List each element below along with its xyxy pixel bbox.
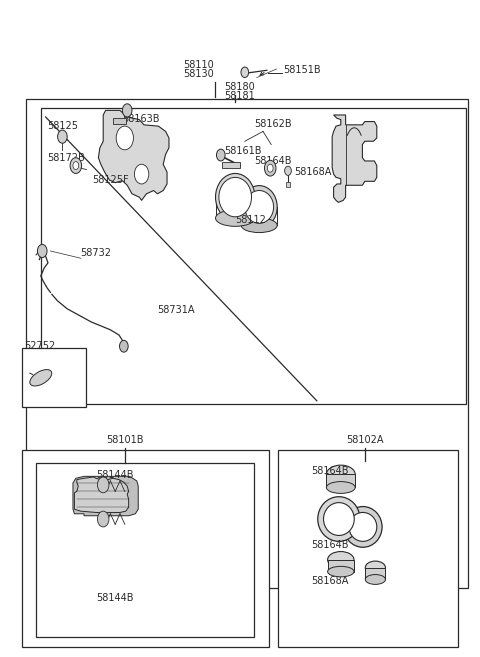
Bar [41, 108, 466, 404]
Text: 52752: 52752 [24, 342, 55, 351]
Ellipse shape [245, 191, 274, 223]
Circle shape [216, 149, 225, 161]
Polygon shape [74, 477, 129, 512]
Ellipse shape [216, 173, 255, 221]
Ellipse shape [327, 566, 354, 577]
Text: 58731A: 58731A [157, 306, 195, 315]
Circle shape [267, 164, 273, 172]
Ellipse shape [216, 210, 255, 226]
Text: 58125: 58125 [47, 122, 78, 131]
Bar [278, 450, 458, 647]
Bar [328, 560, 354, 572]
Text: 58164B: 58164B [311, 466, 348, 476]
Ellipse shape [326, 482, 355, 493]
Circle shape [97, 477, 109, 493]
Bar [326, 474, 355, 487]
Text: 58161B: 58161B [225, 147, 262, 156]
Polygon shape [98, 110, 169, 200]
Polygon shape [332, 115, 377, 202]
Text: 58102A: 58102A [346, 436, 384, 445]
Text: 58172B: 58172B [47, 153, 85, 163]
Ellipse shape [349, 512, 377, 541]
Text: 58164B: 58164B [311, 540, 348, 550]
Ellipse shape [365, 561, 385, 574]
Bar [222, 162, 240, 168]
Bar [22, 450, 269, 647]
Ellipse shape [318, 497, 360, 541]
Bar [36, 463, 254, 637]
Text: 58125F: 58125F [92, 175, 129, 185]
Text: 58163B: 58163B [122, 114, 160, 124]
Text: 58181: 58181 [225, 91, 255, 101]
Text: 58101B: 58101B [106, 436, 144, 445]
Bar [113, 118, 126, 124]
Circle shape [58, 130, 67, 143]
Bar [22, 348, 86, 407]
Text: 58732: 58732 [81, 248, 112, 258]
Ellipse shape [324, 503, 354, 535]
Circle shape [37, 244, 47, 258]
Circle shape [122, 104, 132, 117]
Ellipse shape [327, 552, 354, 568]
Circle shape [116, 126, 133, 150]
Bar [286, 182, 290, 187]
Circle shape [241, 67, 249, 78]
Ellipse shape [219, 177, 252, 217]
Ellipse shape [344, 507, 382, 547]
Ellipse shape [241, 185, 277, 229]
Circle shape [134, 164, 149, 184]
Text: 58144B: 58144B [96, 593, 133, 603]
Text: 58151B: 58151B [283, 65, 321, 75]
Circle shape [73, 162, 79, 170]
Circle shape [264, 160, 276, 176]
Circle shape [97, 511, 109, 527]
Text: 58110: 58110 [183, 60, 214, 70]
Ellipse shape [365, 574, 385, 585]
Ellipse shape [241, 218, 277, 233]
Text: 58112: 58112 [235, 215, 266, 225]
Circle shape [285, 166, 291, 175]
Text: 58168A: 58168A [311, 576, 348, 586]
Circle shape [120, 340, 128, 352]
Text: 58144B: 58144B [96, 470, 133, 480]
Polygon shape [73, 476, 138, 516]
Ellipse shape [30, 370, 52, 386]
Circle shape [70, 158, 82, 173]
Text: 58162B: 58162B [254, 120, 292, 129]
Text: 58164B: 58164B [254, 156, 292, 166]
Bar [26, 99, 468, 588]
Text: 58180: 58180 [225, 82, 255, 92]
Bar [365, 568, 385, 579]
Ellipse shape [326, 465, 355, 484]
Text: 58168A: 58168A [294, 168, 331, 177]
Text: 58130: 58130 [183, 70, 214, 79]
